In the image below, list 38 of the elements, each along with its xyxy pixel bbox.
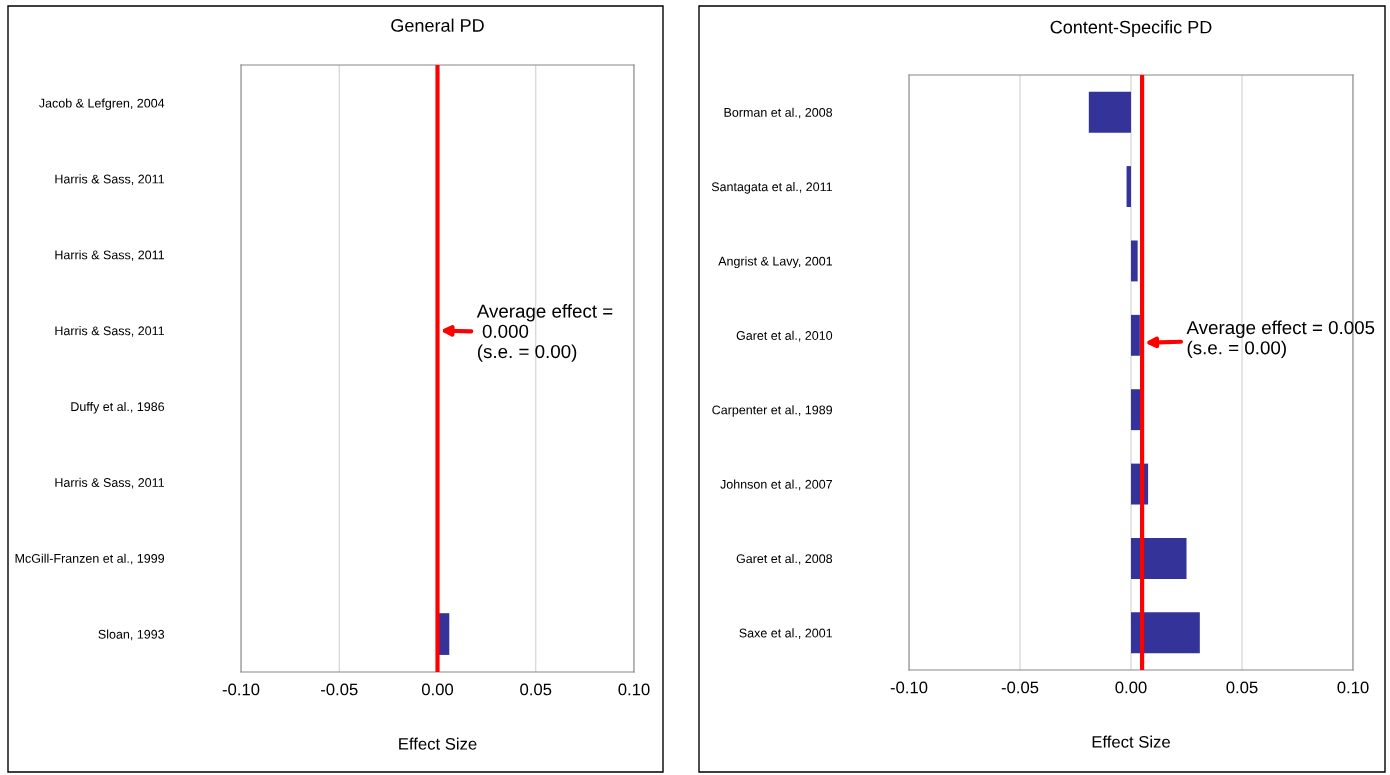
chart-title: General PD: [391, 18, 484, 32]
bar: [1131, 240, 1138, 282]
x-tick-label: -0.10: [222, 683, 260, 696]
bar: [1088, 91, 1131, 133]
y-tick-label: Garet et al., 2010: [736, 330, 833, 342]
chart-title: Content-Specific PD: [1050, 20, 1212, 38]
bar: [1131, 314, 1140, 356]
y-tick-label: Johnson et al., 2007: [720, 479, 832, 491]
x-tick-label: -0.10: [890, 681, 928, 694]
x-tick-label: 0.00: [421, 683, 454, 696]
x-tick-label: 0.05: [520, 683, 552, 696]
y-tick-label: Santagata et al., 2011: [711, 182, 833, 194]
x-axis-title: Effect Size: [1092, 735, 1170, 748]
bar: [1131, 612, 1200, 654]
x-tick-label: -0.05: [1001, 681, 1039, 694]
x-axis-title: Effect Size: [399, 737, 477, 750]
y-tick-label: Duffy et al., 1986: [71, 401, 165, 414]
ref-line-label: Average effect = 0.000 (s.e. = 0.00): [476, 304, 613, 362]
x-tick-label: 0.10: [1337, 681, 1369, 694]
y-tick-label: Angrist & Lavy, 2001: [718, 256, 833, 269]
y-tick-label: Harris & Sass, 2011: [55, 250, 165, 261]
y-tick-label: Borman et al., 2008: [724, 107, 833, 119]
y-tick-label: Harris & Sass, 2011: [55, 477, 165, 489]
x-tick-label: 0.05: [1226, 681, 1258, 694]
bar: [1131, 537, 1187, 579]
y-tick-label: Saxe et al., 2001: [739, 628, 833, 639]
y-tick-label: Garet et al., 2008: [736, 553, 833, 565]
x-tick-label: -0.05: [321, 683, 358, 696]
y-tick-label: Sloan, 1993: [98, 629, 165, 641]
y-tick-label: McGill-Franzen et al., 1999: [15, 553, 165, 565]
ref-line-label: Average effect = 0.005 (s.e. = 0.00): [1186, 320, 1375, 359]
y-tick-label: Carpenter et al., 1989: [712, 405, 833, 417]
y-tick-label: Harris & Sass, 2011: [55, 174, 165, 185]
x-tick-label: 0.00: [1115, 681, 1147, 694]
x-tick-label: 0.10: [618, 683, 650, 696]
y-tick-label: Harris & Sass, 2011: [55, 326, 165, 337]
bar: [1126, 166, 1131, 208]
y-tick-label: Jacob & Lefgren, 2004: [39, 98, 165, 111]
